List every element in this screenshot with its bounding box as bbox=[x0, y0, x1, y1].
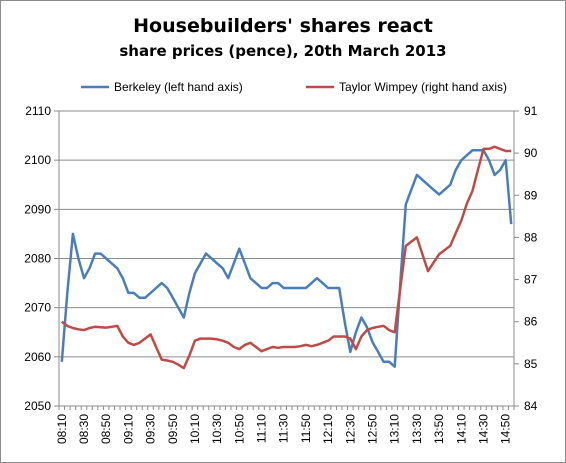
series-line-2 bbox=[61, 145, 512, 370]
legend-label: Berkeley (left hand axis) bbox=[114, 80, 243, 94]
legend: Berkeley (left hand axis) Taylor Wimpey (… bbox=[81, 80, 507, 94]
left-tick-label: 2100 bbox=[24, 153, 51, 167]
x-tick-label: 09:30 bbox=[144, 414, 158, 444]
left-tick-label: 2060 bbox=[24, 350, 51, 364]
series-layer bbox=[60, 145, 513, 370]
left-tick-label: 2090 bbox=[24, 202, 51, 216]
left-tick-label: 2080 bbox=[24, 252, 51, 266]
x-tick-label: 10:10 bbox=[188, 414, 202, 444]
gridlines bbox=[59, 110, 514, 407]
x-axis: 08:10 08:30 08:50 09:10 09:30 09:50 10:10 10:30… bbox=[55, 406, 515, 444]
x-tick-label: 12:10 bbox=[321, 414, 335, 444]
x-tick-label: 09:10 bbox=[121, 414, 135, 444]
x-tick-label: 14:50 bbox=[499, 414, 513, 444]
legend-label: Taylor Wimpey (right hand axis) bbox=[339, 80, 507, 94]
right-y-axis: 84 85 86 87 88 89 90 91 bbox=[514, 104, 538, 413]
x-tick-label: 10:50 bbox=[232, 414, 246, 444]
chart-title: Housebuilders' shares react bbox=[133, 15, 433, 37]
x-tick-label: 11:50 bbox=[299, 414, 313, 443]
right-tick-label: 88 bbox=[524, 230, 538, 244]
x-tick-label: 12:50 bbox=[366, 414, 380, 444]
right-tick-label: 84 bbox=[524, 399, 538, 413]
x-tick-label: 09:50 bbox=[166, 414, 180, 444]
left-tick-label: 2050 bbox=[24, 399, 51, 413]
right-tick-label: 87 bbox=[524, 273, 538, 287]
left-tick-label: 2070 bbox=[24, 301, 51, 315]
series-line-1 bbox=[60, 149, 513, 368]
x-tick-label: 11:10 bbox=[255, 414, 269, 443]
right-tick-label: 85 bbox=[524, 357, 538, 371]
chart-subtitle: share prices (pence), 20th March 2013 bbox=[119, 42, 446, 60]
x-tick-label: 08:10 bbox=[55, 414, 69, 444]
left-tick-label: 2110 bbox=[25, 104, 51, 118]
right-tick-label: 91 bbox=[524, 104, 538, 118]
x-tick-label: 10:30 bbox=[210, 414, 224, 444]
right-tick-label: 86 bbox=[524, 315, 538, 329]
x-tick-label: 13:50 bbox=[432, 414, 446, 444]
x-tick-label: 13:30 bbox=[410, 414, 424, 444]
x-tick-label: 11:30 bbox=[277, 414, 291, 443]
x-tick-label: 08:30 bbox=[77, 414, 91, 444]
x-tick-label: 14:30 bbox=[476, 414, 490, 444]
x-tick-label: 14:10 bbox=[454, 414, 468, 444]
left-y-axis: 2050 2060 2070 2080 2090 2100 2110 bbox=[24, 104, 59, 413]
x-tick-label: 12:30 bbox=[343, 414, 357, 444]
x-tick-label: 13:10 bbox=[388, 414, 402, 444]
x-tick-label: 08:50 bbox=[99, 414, 113, 444]
right-tick-label: 90 bbox=[524, 146, 538, 160]
right-tick-label: 89 bbox=[524, 188, 538, 202]
